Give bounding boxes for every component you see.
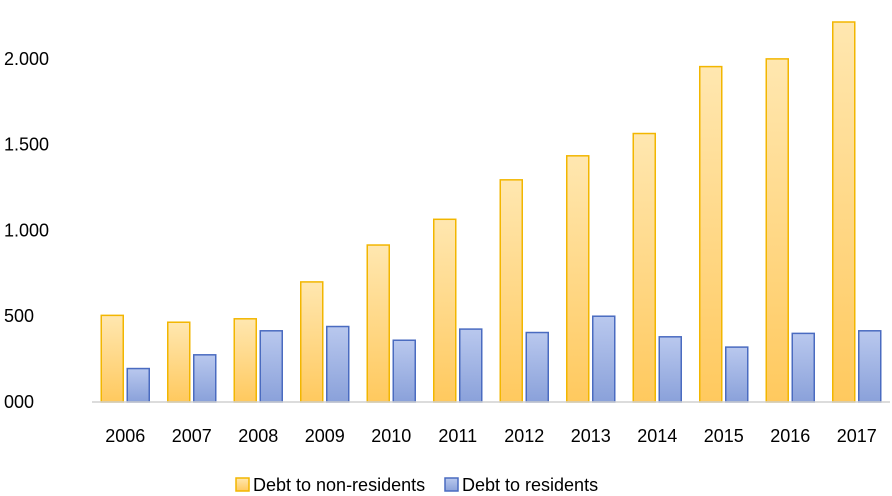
- x-tick-label: 2013: [571, 426, 611, 446]
- x-tick-label: 2016: [770, 426, 810, 446]
- bar-non-residents-2010: [366, 244, 390, 403]
- x-tick-label: 2006: [105, 426, 145, 446]
- x-tick-label: 2012: [504, 426, 544, 446]
- bar-residents-2012: [525, 331, 549, 403]
- legend-label: Debt to residents: [462, 475, 598, 495]
- y-axis-tick-labels: 000 500 1.000 1.500 2.000: [4, 49, 49, 412]
- x-tick-label: 2015: [704, 426, 744, 446]
- x-tick-label: 2008: [238, 426, 278, 446]
- bar-non-residents-2017: [832, 21, 856, 403]
- bar-residents-2007: [193, 354, 217, 403]
- bar-residents-2011: [459, 328, 483, 403]
- bar-non-residents-2014: [632, 132, 656, 403]
- bar-non-residents-2008: [233, 318, 257, 403]
- bar-residents-2010: [392, 339, 416, 403]
- bar-non-residents-2013: [566, 155, 590, 403]
- x-tick-label: 2007: [172, 426, 212, 446]
- x-tick-label: 2014: [637, 426, 677, 446]
- x-axis-tick-labels: 2006 2007 2008 2009 2010 2011 2012 2013 2014 2015…: [105, 426, 877, 446]
- legend: Debt to non-residents Debt to residents: [235, 475, 598, 495]
- bar-residents-2008: [259, 330, 283, 403]
- bar-non-residents-2011: [433, 218, 457, 403]
- legend-swatch-non-residents: [235, 477, 250, 492]
- bar-non-residents-2012: [499, 179, 523, 403]
- bar-non-residents-2016: [765, 58, 789, 403]
- bar-non-residents-2009: [300, 281, 324, 403]
- x-tick-label: 2017: [837, 426, 877, 446]
- legend-label: Debt to non-residents: [253, 475, 425, 495]
- bar-non-residents-2007: [167, 321, 191, 403]
- y-tick-label: 500: [4, 306, 34, 326]
- bar-non-residents-2006: [100, 314, 124, 403]
- y-tick-label: 000: [4, 392, 34, 412]
- x-tick-label: 2010: [371, 426, 411, 446]
- y-tick-label: 1.500: [4, 135, 49, 155]
- y-tick-label: 2.000: [4, 49, 49, 69]
- x-tick-label: 2009: [305, 426, 345, 446]
- bar-residents-2017: [858, 330, 882, 403]
- bar-residents-2006: [126, 367, 150, 403]
- bars-group: [100, 21, 882, 403]
- x-tick-label: 2011: [438, 426, 477, 446]
- bar-residents-2009: [326, 325, 350, 403]
- bar-residents-2013: [592, 315, 616, 403]
- bar-residents-2014: [658, 336, 682, 403]
- bar-non-residents-2015: [699, 65, 723, 403]
- y-tick-label: 1.000: [4, 220, 49, 240]
- bar-residents-2015: [725, 346, 749, 403]
- legend-swatch-residents: [444, 477, 459, 492]
- bar-residents-2016: [791, 332, 815, 403]
